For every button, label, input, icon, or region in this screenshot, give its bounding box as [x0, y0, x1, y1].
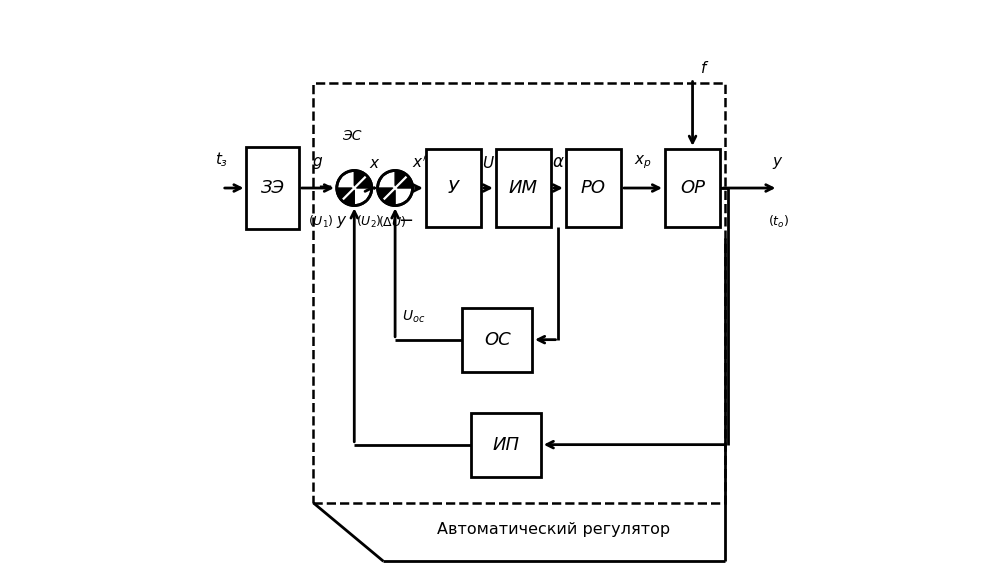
Text: $g$: $g$ — [312, 155, 323, 171]
Text: $(\Delta U)$: $(\Delta U)$ — [378, 214, 406, 229]
Text: ИМ: ИМ — [509, 179, 538, 197]
Text: $x'$: $x'$ — [411, 154, 427, 171]
Text: ЗЭ: ЗЭ — [261, 179, 285, 197]
Text: $-$: $-$ — [317, 176, 332, 194]
Polygon shape — [395, 171, 412, 188]
Text: ОС: ОС — [484, 331, 510, 349]
Bar — [496, 149, 551, 227]
Bar — [314, 83, 724, 503]
Text: $(U_2)$: $(U_2)$ — [356, 214, 382, 230]
Text: $-$: $-$ — [398, 210, 413, 228]
Text: $(t_o)$: $(t_o)$ — [768, 214, 789, 230]
Circle shape — [337, 171, 372, 206]
Text: РО: РО — [580, 179, 606, 197]
Text: $(U_1)$: $(U_1)$ — [308, 214, 334, 230]
Polygon shape — [377, 188, 395, 206]
Text: $f$: $f$ — [699, 60, 709, 76]
Circle shape — [377, 171, 412, 206]
Text: ИП: ИП — [492, 435, 519, 454]
Bar — [471, 413, 541, 477]
Bar — [462, 308, 532, 372]
Text: $U_{oc}$: $U_{oc}$ — [402, 309, 426, 325]
Text: $U$: $U$ — [482, 155, 495, 171]
Bar — [665, 149, 720, 227]
Text: $\alpha$: $\alpha$ — [552, 152, 564, 171]
Text: $t_з$: $t_з$ — [215, 151, 228, 169]
Bar — [246, 147, 299, 229]
Text: У: У — [448, 179, 459, 197]
Text: $y$: $y$ — [773, 155, 784, 171]
Polygon shape — [354, 171, 372, 188]
Text: $x$: $x$ — [369, 155, 380, 171]
Bar — [426, 149, 481, 227]
Bar — [565, 149, 621, 227]
Text: $y$: $y$ — [336, 214, 347, 230]
Polygon shape — [337, 188, 354, 206]
Text: $x_p$: $x_p$ — [634, 153, 652, 171]
Text: ЭС: ЭС — [342, 128, 361, 142]
Text: ОР: ОР — [680, 179, 705, 197]
Text: Автоматический регулятор: Автоматический регулятор — [438, 522, 671, 537]
